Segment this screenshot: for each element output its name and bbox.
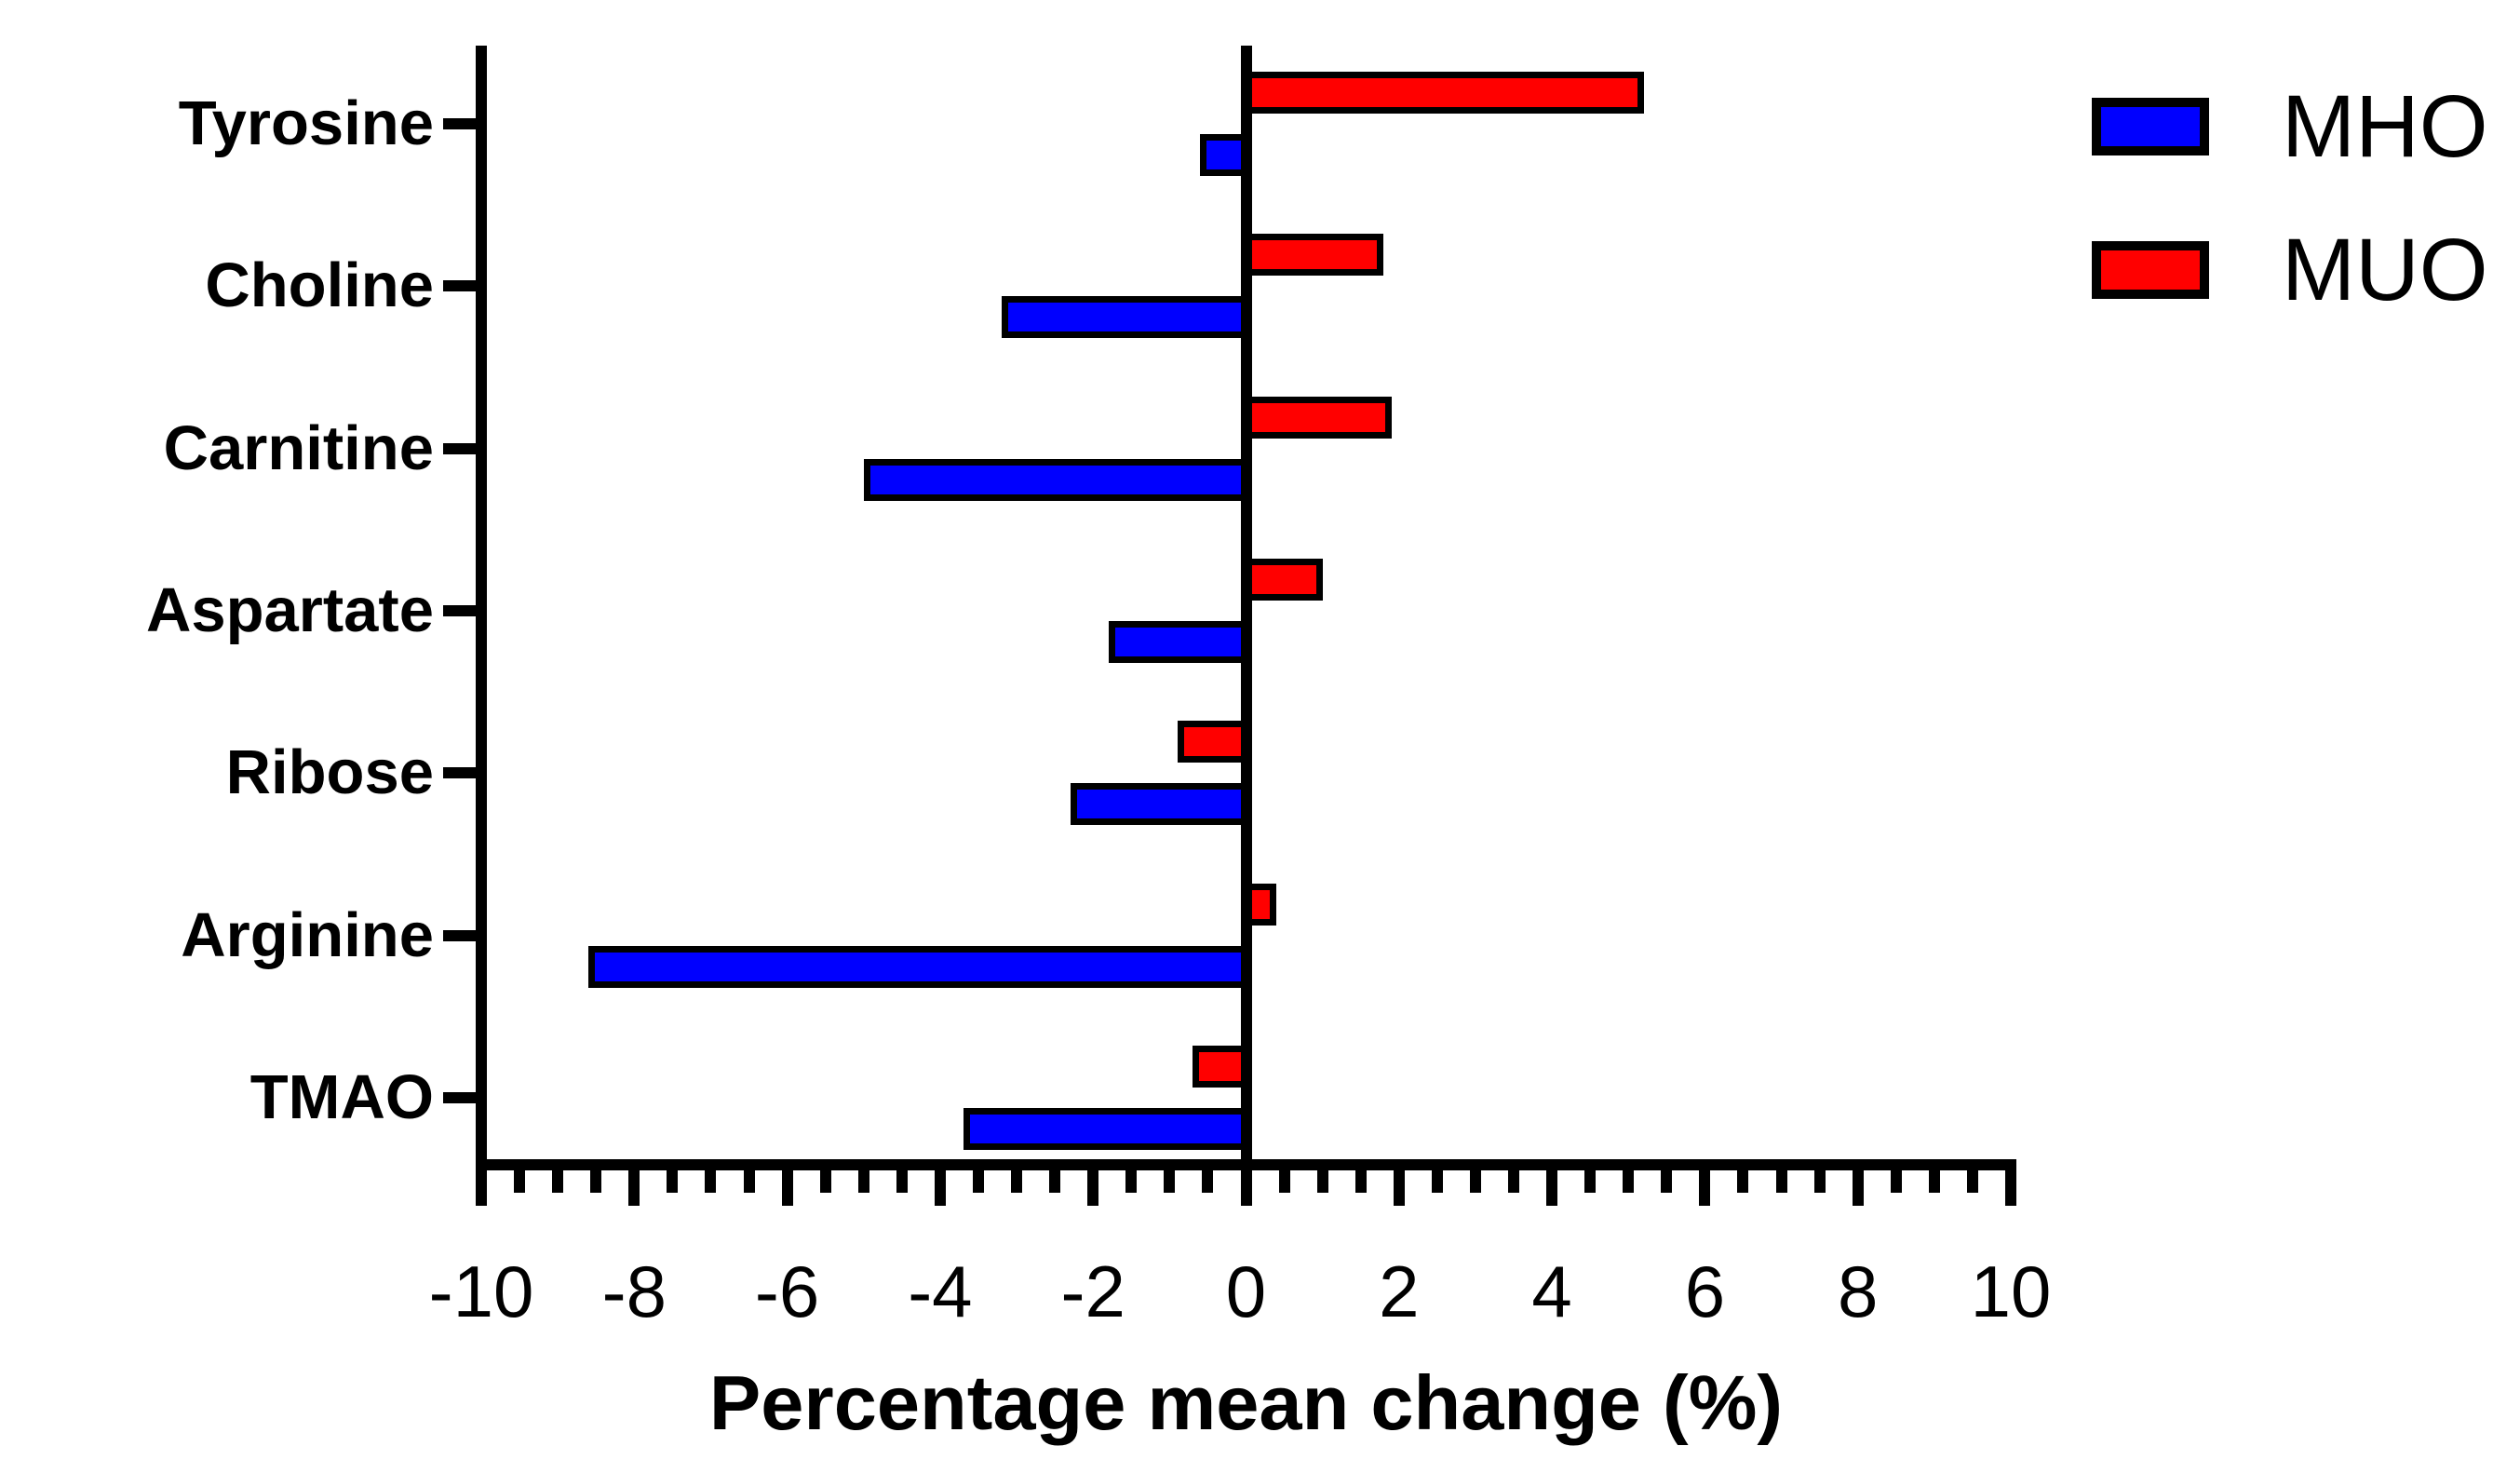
x-tick-label--10: -10 (428, 1250, 534, 1332)
y-axis-spine (476, 46, 487, 1170)
category-label-carnitine: Carnitine (163, 412, 434, 483)
x-minor-tick (1316, 1170, 1328, 1193)
x-major-tick (628, 1170, 640, 1206)
legend-row-muo: MUO (2092, 225, 2488, 314)
x-major-tick (1852, 1170, 1864, 1206)
x-minor-tick (972, 1170, 984, 1193)
category-label-ribose: Ribose (225, 737, 434, 808)
x-major-tick (781, 1170, 793, 1206)
legend-swatch-mho (2092, 98, 2209, 155)
category-label-tmao: TMAO (249, 1061, 434, 1132)
bar-carnitine-mho (863, 458, 1252, 501)
x-minor-tick (1966, 1170, 1978, 1193)
legend-label-muo: MUO (2282, 220, 2488, 319)
legend-swatch-muo (2092, 241, 2209, 299)
x-minor-tick (590, 1170, 602, 1193)
x-axis-title: Percentage mean change (%) (708, 1359, 1784, 1446)
y-tick-tmao (443, 1091, 476, 1103)
x-minor-tick (1813, 1170, 1826, 1193)
x-minor-tick (552, 1170, 564, 1193)
x-tick-label--4: -4 (908, 1250, 973, 1332)
x-minor-tick (1278, 1170, 1290, 1193)
x-major-tick (476, 1170, 487, 1206)
bar-tmao-mho (963, 1107, 1252, 1150)
x-minor-tick (1623, 1170, 1635, 1193)
x-minor-tick (667, 1170, 679, 1193)
x-minor-tick (514, 1170, 526, 1193)
x-tick-label-10: 10 (1970, 1250, 2052, 1332)
legend-label-mho: MHO (2282, 76, 2488, 176)
x-tick-label-6: 6 (1684, 1250, 1726, 1332)
x-major-tick (1240, 1170, 1252, 1206)
x-minor-tick (1431, 1170, 1443, 1193)
x-minor-tick (1890, 1170, 1902, 1193)
x-minor-tick (1928, 1170, 1940, 1193)
x-tick-label--2: -2 (1060, 1250, 1125, 1332)
x-minor-tick (743, 1170, 755, 1193)
x-major-tick (1087, 1170, 1099, 1206)
x-minor-tick (1354, 1170, 1367, 1193)
category-label-arginine: Arginine (181, 899, 434, 970)
x-minor-tick (1737, 1170, 1749, 1193)
y-tick-choline (443, 280, 476, 292)
bar-tyrosine-muo (1240, 72, 1644, 114)
bar-carnitine-muo (1240, 396, 1392, 439)
bar-aspartate-muo (1240, 558, 1323, 601)
legend: MHO MUO (2092, 82, 2488, 380)
x-major-tick (1699, 1170, 1711, 1206)
x-minor-tick (1775, 1170, 1787, 1193)
x-tick-label-8: 8 (1837, 1250, 1879, 1332)
x-major-tick (2005, 1170, 2016, 1206)
x-minor-tick (1011, 1170, 1023, 1193)
zero-baseline (1240, 46, 1252, 1159)
x-minor-tick (1164, 1170, 1176, 1193)
y-tick-tyrosine (443, 118, 476, 129)
x-tick-label-0: 0 (1225, 1250, 1267, 1332)
x-axis-line (476, 1159, 2016, 1170)
x-major-tick (1546, 1170, 1558, 1206)
category-label-aspartate: Aspartate (145, 574, 434, 645)
category-label-tyrosine: Tyrosine (178, 88, 434, 158)
category-label-choline: Choline (205, 250, 434, 321)
x-tick-label-2: 2 (1379, 1250, 1420, 1332)
x-major-tick (1393, 1170, 1405, 1206)
x-minor-tick (1508, 1170, 1520, 1193)
x-minor-tick (857, 1170, 869, 1193)
x-tick-label--8: -8 (601, 1250, 667, 1332)
bar-ribose-mho (1070, 783, 1252, 826)
x-minor-tick (1049, 1170, 1061, 1193)
x-major-tick (934, 1170, 946, 1206)
y-tick-aspartate (443, 604, 476, 616)
x-minor-tick (1469, 1170, 1481, 1193)
y-tick-arginine (443, 929, 476, 941)
x-minor-tick (896, 1170, 908, 1193)
x-tick-label-4: 4 (1531, 1250, 1572, 1332)
x-minor-tick (1584, 1170, 1597, 1193)
bar-ribose-muo (1177, 721, 1252, 764)
bar-choline-muo (1240, 234, 1384, 277)
x-minor-tick (1661, 1170, 1673, 1193)
bar-choline-mho (1001, 296, 1252, 339)
legend-row-mho: MHO (2092, 82, 2488, 170)
x-minor-tick (705, 1170, 717, 1193)
bar-arginine-mho (588, 945, 1252, 988)
bar-aspartate-mho (1108, 620, 1252, 663)
x-tick-label--6: -6 (754, 1250, 820, 1332)
x-minor-tick (819, 1170, 831, 1193)
x-minor-tick (1125, 1170, 1138, 1193)
y-tick-ribose (443, 767, 476, 779)
y-tick-carnitine (443, 442, 476, 454)
x-minor-tick (1202, 1170, 1214, 1193)
